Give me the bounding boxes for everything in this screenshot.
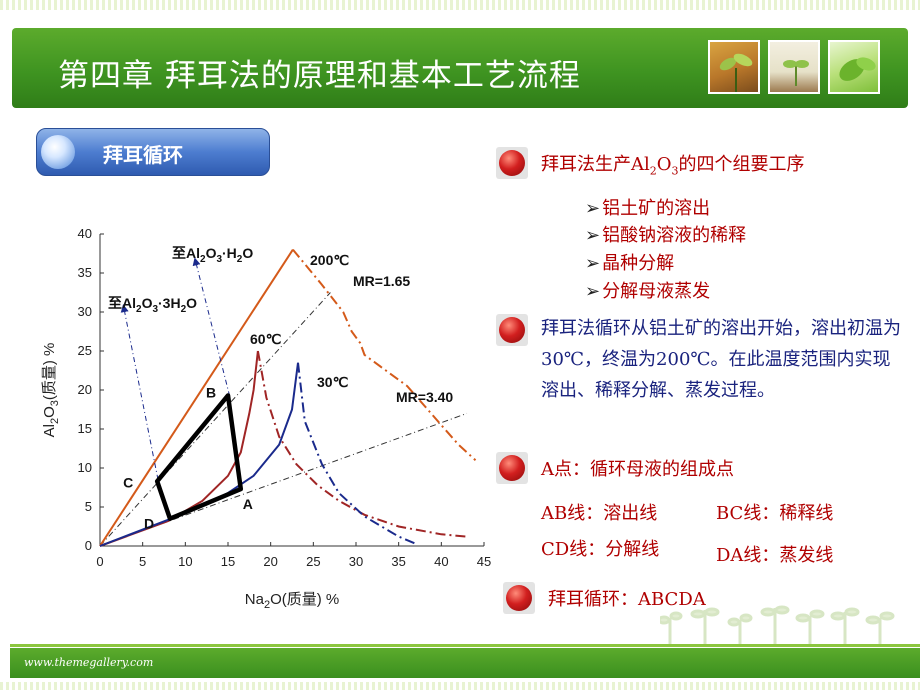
mr-line <box>99 292 331 547</box>
header-photo-sprout <box>708 40 760 94</box>
cycle-point-label: C <box>123 474 133 490</box>
bullet-text-part: 拜耳法生产Al <box>541 154 650 175</box>
mr-label: MR=3.40 <box>396 389 453 405</box>
title-bar: 第四章 拜耳法的原理和基本工艺流程 <box>12 28 908 108</box>
footer-url[interactable]: www.themegallery.com <box>24 656 154 669</box>
header-photo-leaf <box>828 40 880 94</box>
top-decor-stripe <box>0 0 920 10</box>
water-drop-icon <box>41 135 75 169</box>
footer-bar: www.themegallery.com <box>10 644 920 678</box>
list-item: ➢ 铝酸钠溶液的稀释 <box>585 221 746 247</box>
page-title: 第四章 拜耳法的原理和基本工艺流程 <box>58 58 581 94</box>
series-line <box>256 350 467 538</box>
list-item-label: 晶种分解 <box>602 253 675 274</box>
red-ball-icon <box>499 455 525 481</box>
plant-decoration <box>660 605 895 646</box>
arrow-bullet-icon: ➢ <box>585 253 601 274</box>
y-tick-label: 35 <box>78 265 92 280</box>
y-tick-label: 5 <box>85 499 92 514</box>
y-tick-label: 30 <box>78 304 92 319</box>
mr-label: MR=1.65 <box>353 273 410 289</box>
bullet-four-processes: 拜耳法生产Al2O3的四个组要工序 <box>541 150 805 178</box>
arrow-bullet-icon: ➢ <box>585 281 601 302</box>
cycle-point-label: A <box>243 496 253 512</box>
y-tick-label: 0 <box>85 538 92 553</box>
red-ball-icon <box>499 150 525 176</box>
line-da-label: DA线：蒸发线 <box>716 545 834 566</box>
cycle-point-label: D <box>144 516 154 532</box>
header-photo-seedling <box>768 40 820 94</box>
bullet-text-part: O <box>656 154 672 175</box>
list-item: ➢ 铝土矿的溶出 <box>585 194 710 220</box>
phase-diagram-chart: 0 5 10 15 20 25 30 35 40 45 0 5 10 15 20 25 30 35 40 Na2O(质… <box>40 210 500 630</box>
bullet-text-part: 的四个组要工序 <box>678 154 805 175</box>
series-line <box>99 362 299 547</box>
y-tick-label: 15 <box>78 421 92 436</box>
line-bc-label: BC线：稀释线 <box>716 503 834 524</box>
x-tick-label: 40 <box>434 554 448 569</box>
y-tick-label: 20 <box>78 382 92 397</box>
line-cd-label: CD线：分解线 <box>541 539 660 560</box>
arrow-label: 至Al2O3·H2O <box>172 245 253 265</box>
temp-label-30: 30℃ <box>317 374 349 390</box>
chart-svg: 0 5 10 15 20 25 30 35 40 45 0 5 10 15 20 25 30 35 40 Na2O(质… <box>41 226 491 611</box>
y-tick-label: 40 <box>78 226 92 241</box>
x-tick-label: 35 <box>391 554 405 569</box>
bullet-sub: 2 <box>649 164 657 178</box>
temp-label-200: 200℃ <box>310 252 349 268</box>
y-tick-label: 25 <box>78 343 92 358</box>
bullet-bayer-cycle: 拜耳循环：ABCDA <box>548 589 706 610</box>
list-item-label: 铝土矿的溶出 <box>602 198 711 219</box>
section-button-bayer-cycle[interactable]: 拜耳循环 <box>36 128 270 176</box>
x-axis-label: Na2O(质量) % <box>245 591 339 611</box>
x-tick-label: 5 <box>139 554 146 569</box>
bottom-decor-stripe <box>0 682 920 690</box>
arrow-line <box>120 304 159 480</box>
x-tick-label: 0 <box>96 554 103 569</box>
y-tick-label: 10 <box>78 460 92 475</box>
y-axis-label: Al2O3(质量) % <box>41 343 61 438</box>
x-tick-label: 20 <box>263 554 277 569</box>
line-ab-label: AB线：溶出线 <box>541 503 658 524</box>
list-item: ➢ 分解母液蒸发 <box>585 277 710 303</box>
x-tick-label: 45 <box>477 554 491 569</box>
arrow-bullet-icon: ➢ <box>585 225 601 246</box>
bullet-point-a: A点：循环母液的组成点 <box>541 459 734 480</box>
list-item-label: 分解母液蒸发 <box>602 281 711 302</box>
red-ball-icon <box>506 585 532 611</box>
cycle-polygon <box>154 393 244 521</box>
bullet-cycle-description: 拜耳法循环从铝土矿的溶出开始，溶出初温为30℃，终温为200℃。在此温度范围内实… <box>541 318 901 401</box>
section-label: 拜耳循环 <box>103 143 183 167</box>
series-line <box>292 248 477 461</box>
arrow-bullet-icon: ➢ <box>585 198 601 219</box>
x-tick-label: 30 <box>349 554 363 569</box>
x-tick-label: 10 <box>178 554 192 569</box>
arrow-label: 至Al2O3·3H2O <box>108 295 197 315</box>
list-item: ➢ 晶种分解 <box>585 249 674 275</box>
temp-label-60: 60℃ <box>250 331 282 347</box>
x-tick-label: 25 <box>306 554 320 569</box>
list-item-label: 铝酸钠溶液的稀释 <box>602 225 747 246</box>
series-line <box>99 249 294 547</box>
cycle-point-label: B <box>206 384 216 400</box>
bullet-sub: 3 <box>671 164 679 178</box>
arrow-line <box>192 257 231 397</box>
red-ball-icon <box>499 317 525 343</box>
x-tick-label: 15 <box>221 554 235 569</box>
